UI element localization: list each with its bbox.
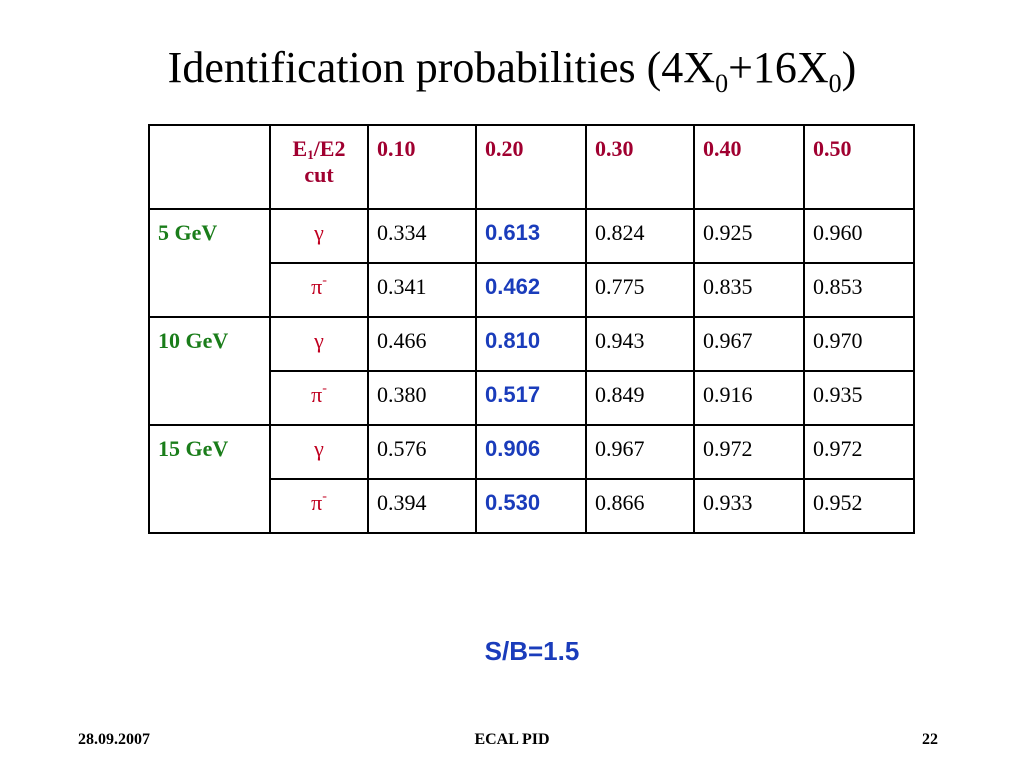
probability-cell: 0.835 — [693, 262, 805, 318]
cut-label-cell: E1/E2 cut — [269, 124, 369, 210]
title-text-prefix: Identification probabilities (4X — [167, 43, 716, 92]
highlighted-probability-cell: 0.517 — [475, 370, 587, 426]
cut-value-header: 0.50 — [803, 124, 915, 210]
table-row: π- 0.394 0.530 0.866 0.933 0.952 — [149, 478, 915, 534]
particle-symbol: π- — [269, 262, 369, 318]
cut-value-header: 0.20 — [475, 124, 587, 210]
highlighted-probability-cell: 0.613 — [475, 208, 587, 264]
signal-background-note: S/B=1.5 — [484, 636, 580, 666]
probability-cell: 0.967 — [693, 316, 805, 372]
probability-cell: 0.853 — [803, 262, 915, 318]
probability-cell: 0.960 — [803, 208, 915, 264]
probability-cell: 0.380 — [367, 370, 477, 426]
table-row: 5 GeV γ 0.334 0.613 0.824 0.925 0.960 — [148, 208, 915, 318]
table-row: π- 0.380 0.517 0.849 0.916 0.935 — [149, 370, 915, 426]
probability-cell: 0.972 — [803, 424, 915, 480]
cut-value-header: 0.40 — [693, 124, 805, 210]
particle-symbol: π- — [269, 478, 369, 534]
probability-cell: 0.824 — [585, 208, 695, 264]
table-row: 15 GeV γ 0.576 0.906 0.967 0.972 0.972 — [148, 424, 915, 534]
table-row: 10 GeV γ 0.466 0.810 0.943 0.967 0.970 — [148, 316, 915, 426]
probability-cell: 0.972 — [693, 424, 805, 480]
probability-cell: 0.952 — [803, 478, 915, 534]
highlighted-probability-cell: 0.530 — [475, 478, 587, 534]
probability-cell: 0.334 — [367, 208, 477, 264]
title-subscript-2: 0 — [828, 69, 842, 98]
probability-cell: 0.933 — [693, 478, 805, 534]
probability-cell: 0.394 — [367, 478, 477, 534]
probability-cell: 0.916 — [693, 370, 805, 426]
probability-cell: 0.466 — [367, 316, 477, 372]
probability-cell: 0.775 — [585, 262, 695, 318]
probability-cell: 0.967 — [585, 424, 695, 480]
probability-table: E1/E2 cut 0.10 0.20 0.30 0.40 0.50 5 GeV γ… — [148, 124, 915, 534]
probability-cell: 0.576 — [367, 424, 477, 480]
footer-page-number: 22 — [922, 731, 938, 748]
energy-label: 10 GeV — [148, 316, 271, 426]
table-row: π- 0.341 0.462 0.775 0.835 0.853 — [149, 262, 915, 318]
energy-label: 5 GeV — [148, 208, 271, 318]
probability-cell: 0.849 — [585, 370, 695, 426]
probability-cell: 0.970 — [803, 316, 915, 372]
probability-cell: 0.943 — [585, 316, 695, 372]
slide-title: Identification probabilities (4X0+16X0) — [0, 38, 1024, 98]
energy-label: 15 GeV — [148, 424, 271, 534]
footer-title: ECAL PID — [474, 731, 550, 748]
title-text-suffix: ) — [841, 43, 857, 92]
footer-date: 28.09.2007 — [78, 731, 150, 748]
particle-symbol: γ — [269, 316, 369, 372]
probability-cell: 0.935 — [803, 370, 915, 426]
cut-value-header: 0.10 — [367, 124, 477, 210]
table-header-row: E1/E2 cut 0.10 0.20 0.30 0.40 0.50 — [148, 124, 915, 210]
particle-symbol: π- — [269, 370, 369, 426]
title-text-mid: +16X — [728, 43, 829, 92]
particle-symbol: γ — [269, 208, 369, 264]
corner-cell — [148, 124, 271, 210]
highlighted-probability-cell: 0.462 — [475, 262, 587, 318]
highlighted-probability-cell: 0.810 — [475, 316, 587, 372]
probability-cell: 0.925 — [693, 208, 805, 264]
highlighted-probability-cell: 0.906 — [475, 424, 587, 480]
probability-cell: 0.341 — [367, 262, 477, 318]
title-subscript-1: 0 — [715, 69, 729, 98]
particle-symbol: γ — [269, 424, 369, 480]
probability-cell: 0.866 — [585, 478, 695, 534]
cut-value-header: 0.30 — [585, 124, 695, 210]
